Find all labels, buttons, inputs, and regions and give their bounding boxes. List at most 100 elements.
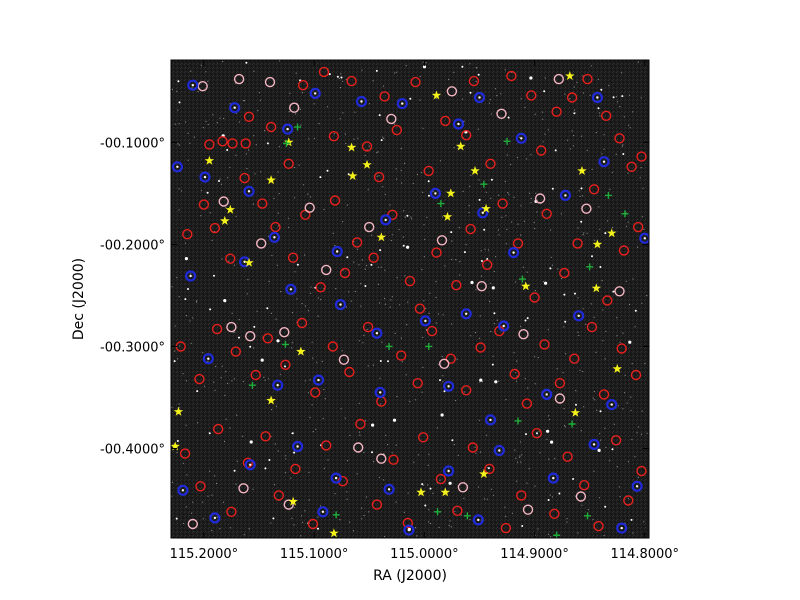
background-star	[236, 460, 238, 462]
background-star	[520, 325, 522, 327]
background-star	[322, 417, 324, 420]
background-star	[629, 303, 631, 306]
marker-circle-0	[582, 73, 593, 85]
background-star	[632, 111, 634, 113]
background-star	[360, 305, 362, 307]
marker-circle-0	[572, 238, 583, 249]
background-star	[246, 293, 248, 295]
background-star	[594, 239, 596, 241]
background-star	[448, 481, 452, 485]
background-star	[403, 511, 405, 513]
background-star	[409, 97, 412, 100]
marker-plus	[332, 511, 340, 519]
background-star	[597, 107, 600, 110]
background-star	[602, 309, 604, 311]
marker-star	[442, 211, 453, 221]
background-star	[616, 101, 619, 103]
marker-blue-circle	[403, 524, 415, 536]
background-star	[207, 123, 209, 126]
marker-circle-0	[610, 435, 622, 446]
background-star	[638, 426, 640, 428]
background-star	[185, 121, 187, 123]
background-star	[450, 526, 452, 528]
background-star	[234, 331, 236, 333]
marker-circle-0	[257, 198, 268, 209]
background-star	[582, 234, 584, 236]
marker-circle-0	[626, 161, 637, 173]
marker-blue-core	[203, 175, 207, 179]
marker-circle-1	[187, 518, 199, 530]
marker-circle-1	[476, 281, 487, 292]
marker-circle-1	[446, 86, 458, 97]
background-star	[216, 516, 218, 518]
background-star	[365, 496, 368, 498]
background-star	[465, 244, 467, 246]
background-star	[177, 80, 180, 83]
background-star	[348, 291, 350, 293]
marker-circle-0	[351, 237, 363, 248]
background-star	[279, 373, 281, 375]
background-star	[549, 494, 551, 496]
marker-circle-1	[353, 442, 364, 453]
marker-circle-0	[551, 106, 562, 117]
background-star	[320, 298, 322, 301]
background-star	[368, 103, 370, 105]
marker-circle-0	[482, 259, 493, 270]
background-star	[521, 454, 523, 456]
background-star	[345, 142, 347, 145]
background-star	[505, 243, 507, 245]
background-star	[578, 334, 580, 337]
background-star	[548, 458, 550, 460]
background-star	[207, 80, 209, 82]
background-star	[604, 358, 606, 360]
background-star	[612, 96, 615, 99]
marker-star	[591, 283, 602, 293]
background-star	[295, 113, 297, 115]
background-star	[398, 228, 400, 231]
background-star	[394, 72, 396, 74]
marker-circle-0	[618, 245, 630, 256]
marker-plus	[463, 512, 471, 520]
background-star	[205, 120, 207, 122]
background-star	[586, 149, 588, 151]
marker-circle-0	[579, 480, 590, 491]
background-star	[324, 398, 326, 400]
background-star	[484, 248, 486, 250]
background-star	[362, 342, 364, 344]
background-star	[416, 173, 418, 176]
marker-star	[173, 406, 184, 416]
background-star	[307, 310, 309, 312]
background-star	[379, 403, 381, 405]
background-star	[422, 484, 424, 486]
background-star	[276, 264, 278, 266]
background-star	[443, 390, 446, 393]
marker-blue-circle	[515, 132, 527, 144]
background-star	[550, 256, 552, 258]
background-star	[544, 133, 546, 135]
background-star	[309, 379, 311, 381]
background-star	[309, 416, 311, 419]
marker-circle-0	[327, 341, 338, 352]
background-star	[421, 483, 424, 486]
marker-blue-circle	[355, 95, 368, 108]
background-star	[277, 225, 280, 227]
background-star	[479, 381, 481, 383]
background-star	[551, 264, 554, 266]
background-star	[598, 206, 600, 208]
background-star	[185, 380, 188, 382]
marker-star	[479, 469, 489, 479]
marker-circle-0	[339, 267, 351, 279]
background-star	[220, 183, 223, 185]
marker-blue-circle	[452, 118, 465, 130]
marker-blue-circle	[171, 161, 183, 173]
background-star	[277, 450, 279, 452]
background-star	[267, 235, 270, 237]
background-star	[510, 163, 512, 166]
background-star	[627, 497, 630, 500]
background-star	[593, 316, 595, 318]
marker-circle-1	[338, 354, 350, 365]
background-star	[418, 454, 420, 456]
background-star	[242, 435, 244, 437]
marker-circle-0	[315, 282, 326, 293]
marker-blue-circle	[185, 270, 197, 282]
